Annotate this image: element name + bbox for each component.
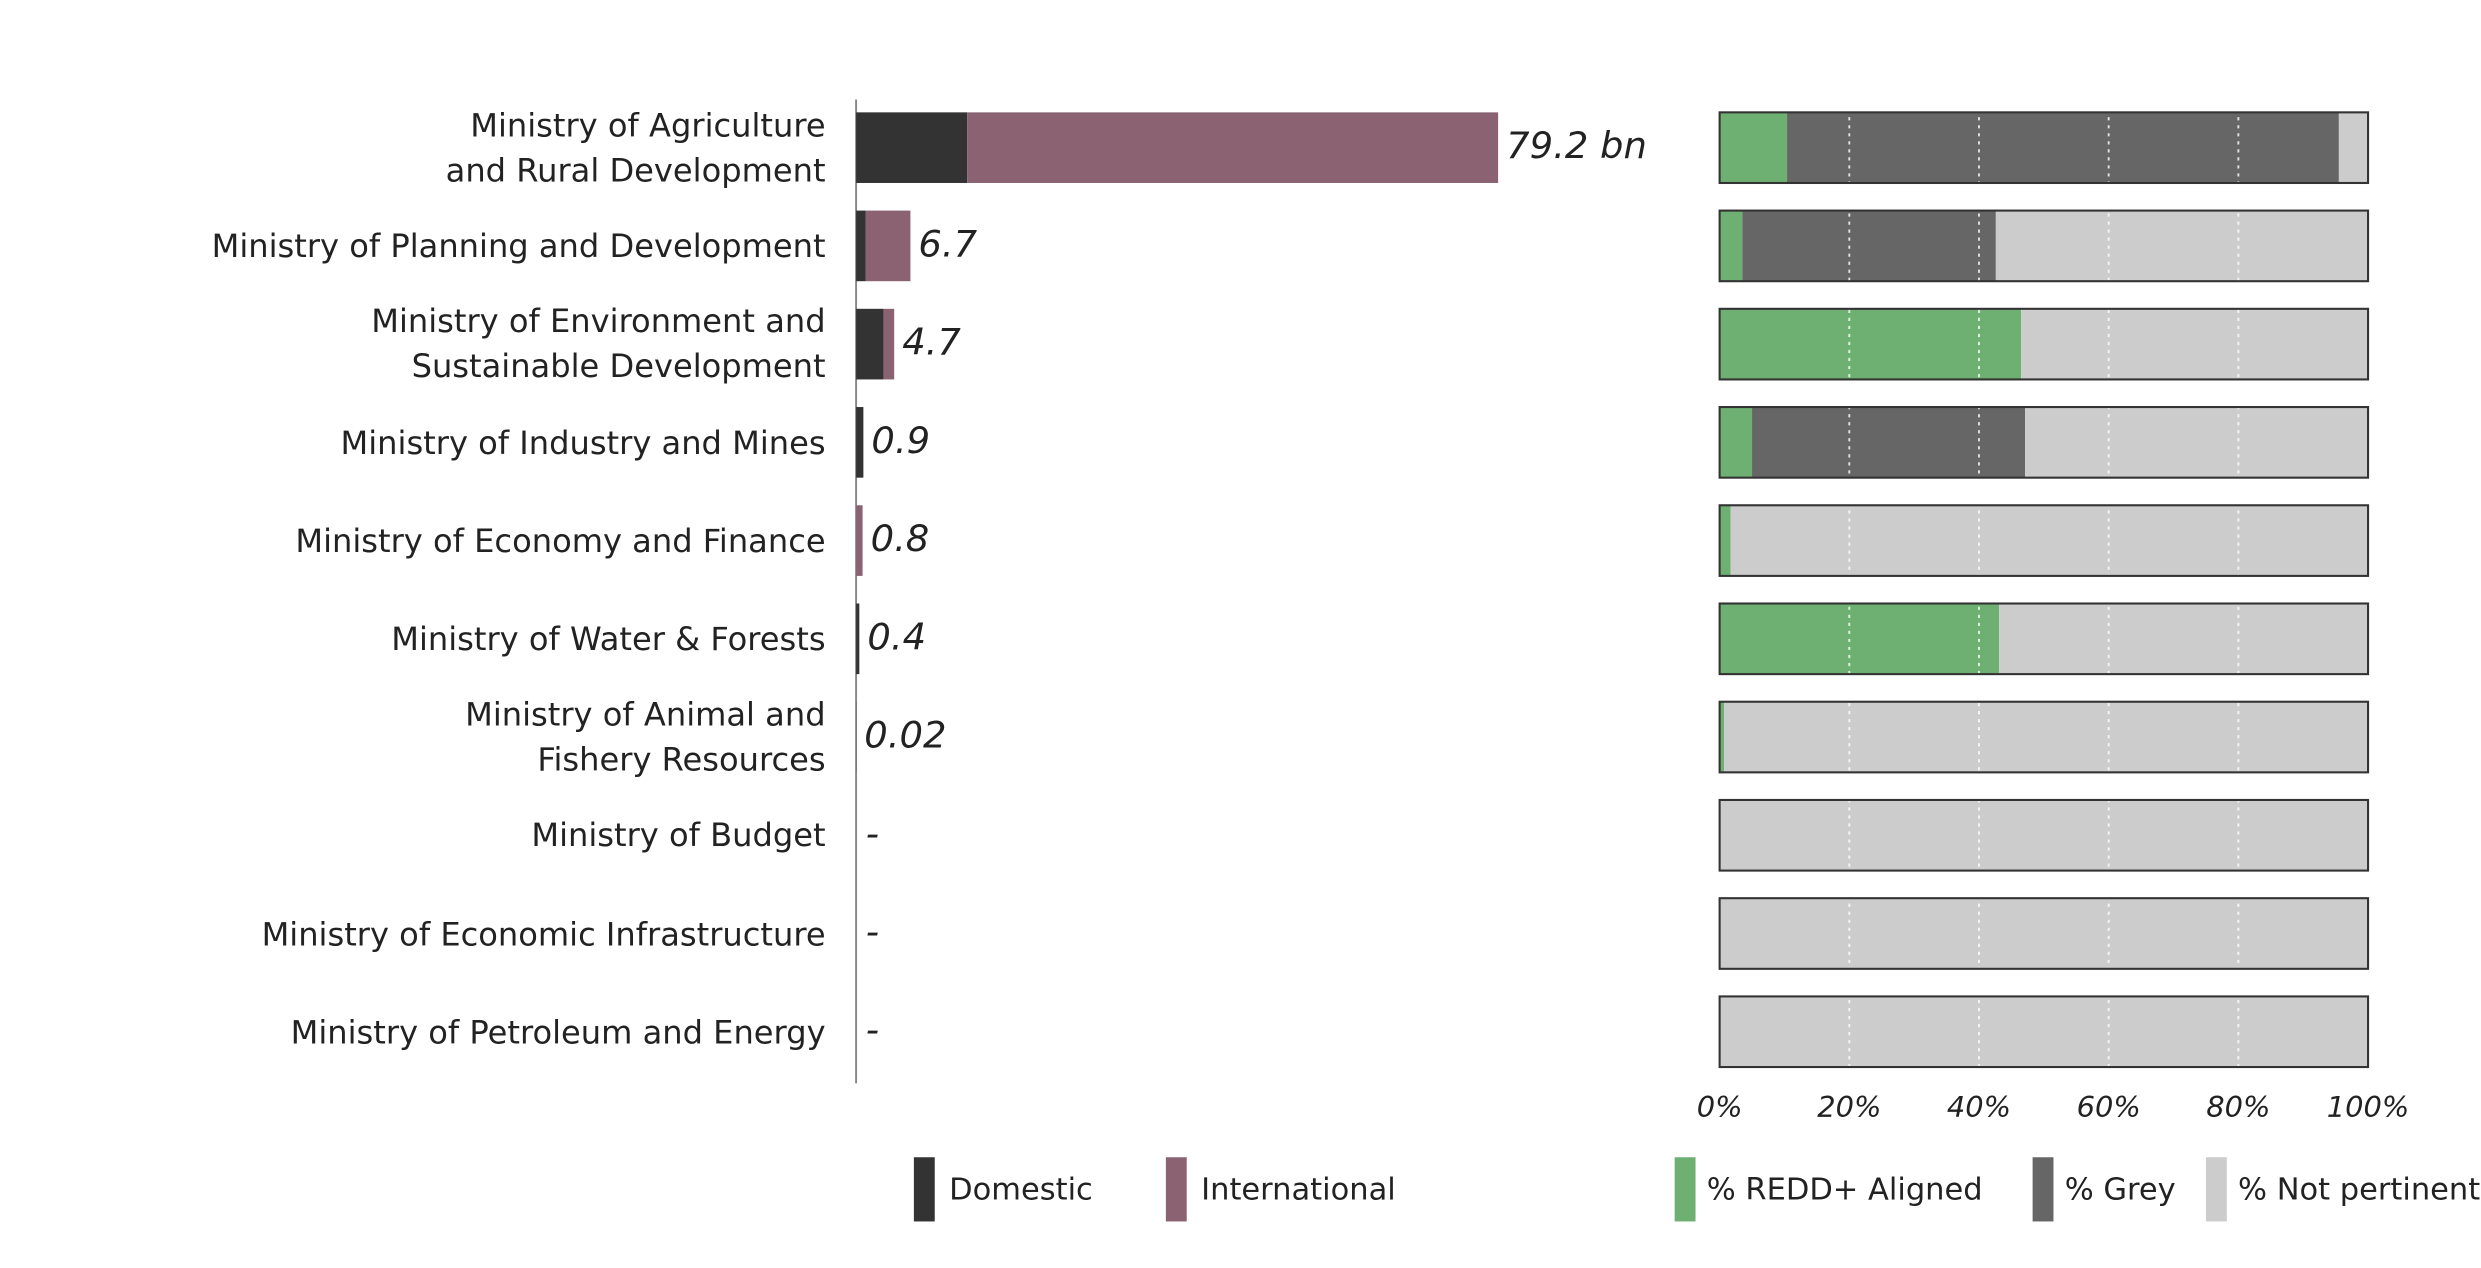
bar-outline [1718,897,2370,970]
y-tick-label: Ministry of Industry and Mines [340,423,826,462]
category-label-box: Ministry of Petroleum and Energy [290,1012,826,1051]
y-tick-label: Ministry of Petroleum and Energy [290,1012,826,1051]
bar-segment [967,112,1499,183]
bar-segment [1730,505,2369,576]
legend-swatch [1165,1157,1187,1222]
bar-segment [2025,407,2369,478]
legend-swatch [913,1157,935,1222]
category-label-box: Ministry of Planning and Development [211,226,826,266]
bar-segment [1719,898,2369,969]
bar-segment [2338,112,2369,183]
bar-segment [1752,407,2026,478]
value-label: - [866,812,879,855]
bar-outline [1718,111,2370,185]
value-label: - [866,910,879,953]
value-label: 4.7 [902,321,961,364]
bar-segment [865,210,911,282]
legend-label: International [1201,1172,1396,1207]
bar-segment [1719,996,2369,1068]
bar-segment [856,505,863,576]
legend-swatch [2205,1157,2227,1222]
bar-segment [1719,505,1731,576]
x-tick-label: 0% [1697,1090,1743,1124]
category-label-box: Ministry of Animal and Fishery Resources [465,695,826,779]
bar-segment [1787,112,2339,183]
bar-outline [1718,700,2370,774]
bar-outline [1718,798,2370,872]
y-tick-label: Ministry of Agriculture and Rural Develo… [445,105,826,190]
category-label-box: Ministry of Environment and Sustainable … [371,302,826,386]
bar-outline [1718,209,2370,283]
x-tick-label: 20% [1817,1090,1881,1124]
value-label: - [866,1008,879,1051]
bar-segment [1719,407,1753,478]
category-label-box: Ministry of Budget [531,815,826,855]
legend-swatch [1674,1157,1696,1222]
bar-segment [856,308,884,380]
x-tick-label: 100% [2327,1090,2410,1124]
bar-segment [1719,603,2000,675]
y-tick-label: Ministry of Budget [531,815,826,855]
value-label: 0.4 [867,615,926,658]
legend-label: Domestic [949,1172,1093,1207]
y-tick-label: Ministry of Economic Infrastructure [261,914,826,953]
bar-segment [856,210,866,282]
bar-segment [1719,308,2022,380]
bar-segment [1719,701,1725,773]
x-tick-label: 60% [2077,1090,2141,1124]
y-tick-label: Ministry of Planning and Development [211,226,826,266]
category-label-box: Ministry of Industry and Mines [340,423,826,462]
bar-outline [1718,307,2370,381]
bar-segment [883,308,895,380]
x-tick-label: 40% [1947,1090,2011,1124]
value-label: 0.02 [864,714,946,757]
category-label-box: Ministry of Water & Forests [391,619,826,659]
value-label: 0.9 [871,419,930,462]
bar-segment [1719,799,2369,871]
category-label-box: Ministry of Economic Infrastructure [261,914,826,953]
bar-outline [1718,504,2370,577]
bar-segment [1995,210,2369,282]
y-tick-label: Ministry of Water & Forests [391,619,826,659]
bar-segment [1999,603,2369,675]
y-tick-label: Ministry of Economy and Finance [295,521,826,560]
bar-segment [2021,308,2369,380]
legend-label: % Not pertinent [2238,1172,2480,1207]
bar-segment [1742,210,1996,282]
bar-outline [1718,406,2370,479]
legend-label: % REDD+ Aligned [1707,1172,1983,1207]
bar-segment [856,407,864,478]
bar-segment [1719,112,1788,183]
value-label: 6.7 [918,222,977,265]
y-tick-label: Ministry of Environment and Sustainable … [371,302,826,386]
bar-segment [1719,210,1743,282]
y-tick-label: Ministry of Animal and Fishery Resources [465,695,826,779]
bar-outline [1718,995,2370,1069]
category-label-box: Ministry of Agriculture and Rural Develo… [445,105,826,190]
value-label: 0.8 [871,517,930,560]
x-tick-label: 80% [2206,1090,2270,1124]
legend-swatch [2032,1157,2054,1222]
bar-segment [1724,701,2369,773]
category-label-box: Ministry of Economy and Finance [295,521,826,560]
legend-label: % Grey [2065,1172,2176,1207]
bar-segment [856,603,860,675]
bar-segment [856,112,968,183]
bar-outline [1718,602,2370,676]
value-label: 79.2 bn [1506,124,1647,167]
